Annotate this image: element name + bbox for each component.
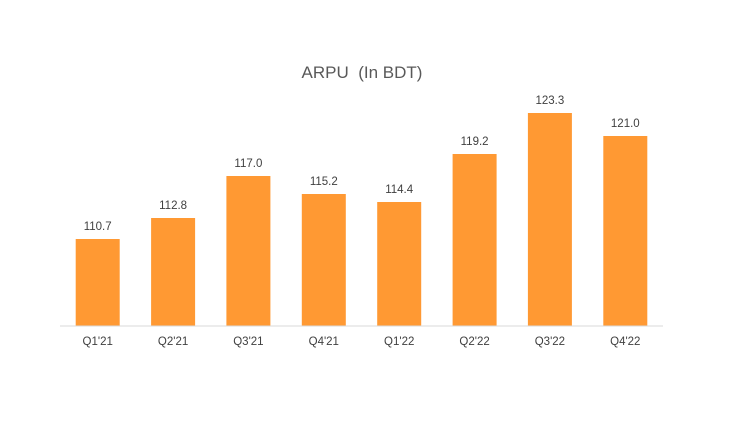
data-label-2: 117.0	[234, 158, 262, 170]
x-tick-label-3: Q4'21	[309, 336, 339, 348]
bar-7	[603, 136, 648, 326]
bar-2	[226, 176, 271, 326]
x-tick-labels-group: Q1'21 Q2'21 Q3'21 Q4'21 Q1'22 Q2'22 Q3'22 Q4'22	[83, 336, 641, 348]
data-labels-group: 110.7 112.8 117.0 115.2 114.4 119.2 123.3 121.0	[84, 95, 640, 233]
x-tick-label-7: Q4'22	[610, 336, 640, 348]
chart-title: ARPU (In BDT)	[302, 63, 423, 82]
data-label-5: 119.2	[461, 136, 489, 148]
x-tick-label-1: Q2'21	[158, 336, 188, 348]
x-tick-label-0: Q1'21	[83, 336, 113, 348]
bar-3	[301, 194, 346, 326]
bar-1	[151, 218, 196, 326]
data-label-4: 114.4	[385, 184, 414, 196]
bar-0	[75, 239, 120, 326]
x-tick-label-2: Q3'21	[233, 336, 263, 348]
bars-group	[75, 113, 648, 326]
data-label-7: 121.0	[611, 118, 640, 130]
bar-6	[527, 113, 572, 326]
bar-5	[452, 154, 497, 326]
data-label-0: 110.7	[84, 221, 112, 233]
x-tick-label-5: Q2'22	[459, 336, 489, 348]
x-tick-label-4: Q1'22	[384, 336, 414, 348]
bar-4	[377, 202, 422, 326]
data-label-1: 112.8	[159, 200, 187, 212]
data-label-3: 115.2	[310, 176, 338, 188]
x-tick-label-6: Q3'22	[535, 336, 565, 348]
data-label-6: 123.3	[536, 95, 565, 107]
